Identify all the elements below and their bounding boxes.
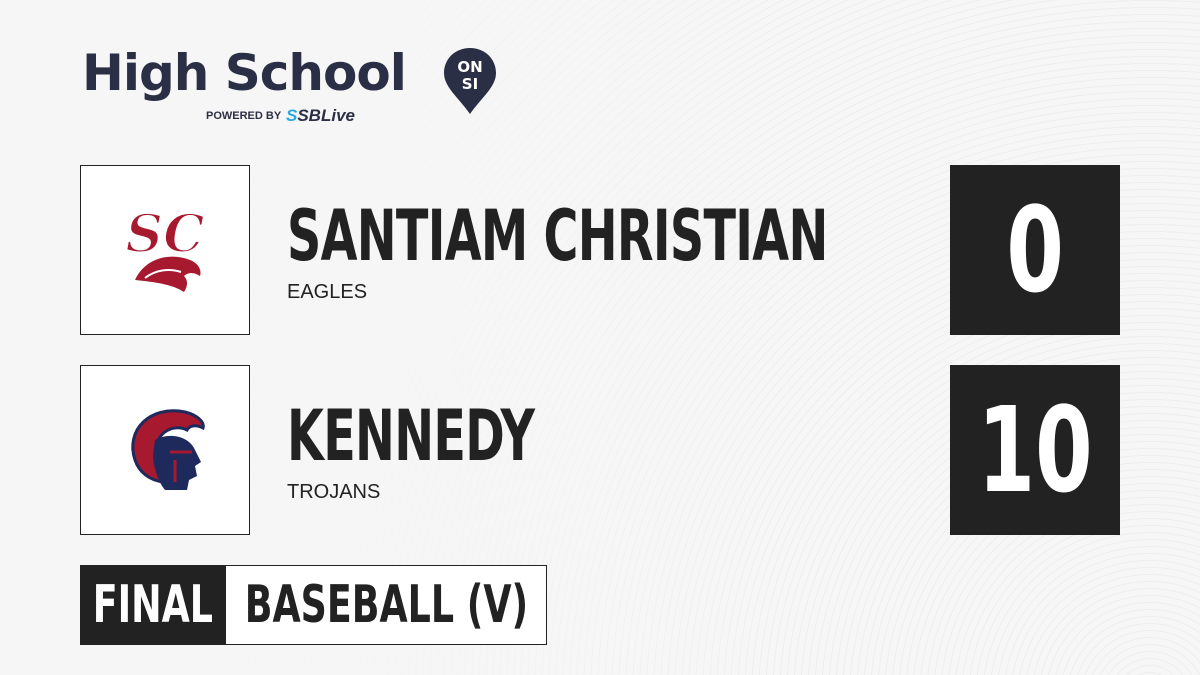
team-name-home: SANTIAM CHRISTIAN bbox=[287, 195, 828, 277]
score-away-value: 10 bbox=[977, 381, 1093, 519]
sblive-s: S bbox=[286, 106, 298, 125]
badge-top: ON bbox=[457, 58, 482, 76]
team-name-away: KENNEDY bbox=[287, 395, 535, 477]
score-home: 0 bbox=[950, 165, 1120, 335]
on-si-pin-icon: ON SI bbox=[444, 48, 496, 114]
badge-bottom: SI bbox=[462, 75, 478, 93]
eagle-logo-icon: SC bbox=[125, 203, 205, 292]
brand-title: High School bbox=[82, 44, 407, 102]
game-status-badge: FINAL bbox=[80, 565, 225, 645]
score-away: 10 bbox=[950, 365, 1120, 535]
game-status: FINAL bbox=[92, 575, 213, 635]
sport-label: BASEBALL (V) bbox=[244, 575, 528, 635]
team-mascot-home: EAGLES bbox=[287, 281, 368, 303]
sport-badge: BASEBALL (V) bbox=[225, 565, 547, 645]
team-logo-home: SC bbox=[80, 165, 250, 335]
score-home-value: 0 bbox=[1006, 181, 1064, 319]
team-logo-away bbox=[80, 365, 250, 535]
team-mascot-away: TROJANS bbox=[287, 481, 381, 503]
powered-by-label: POWERED BY bbox=[206, 110, 282, 122]
sblive-text: SBLive bbox=[297, 106, 355, 125]
trojan-logo-icon bbox=[131, 409, 205, 490]
sblive-logo: SSBLive bbox=[286, 106, 355, 126]
logo-text: SC bbox=[126, 204, 205, 265]
